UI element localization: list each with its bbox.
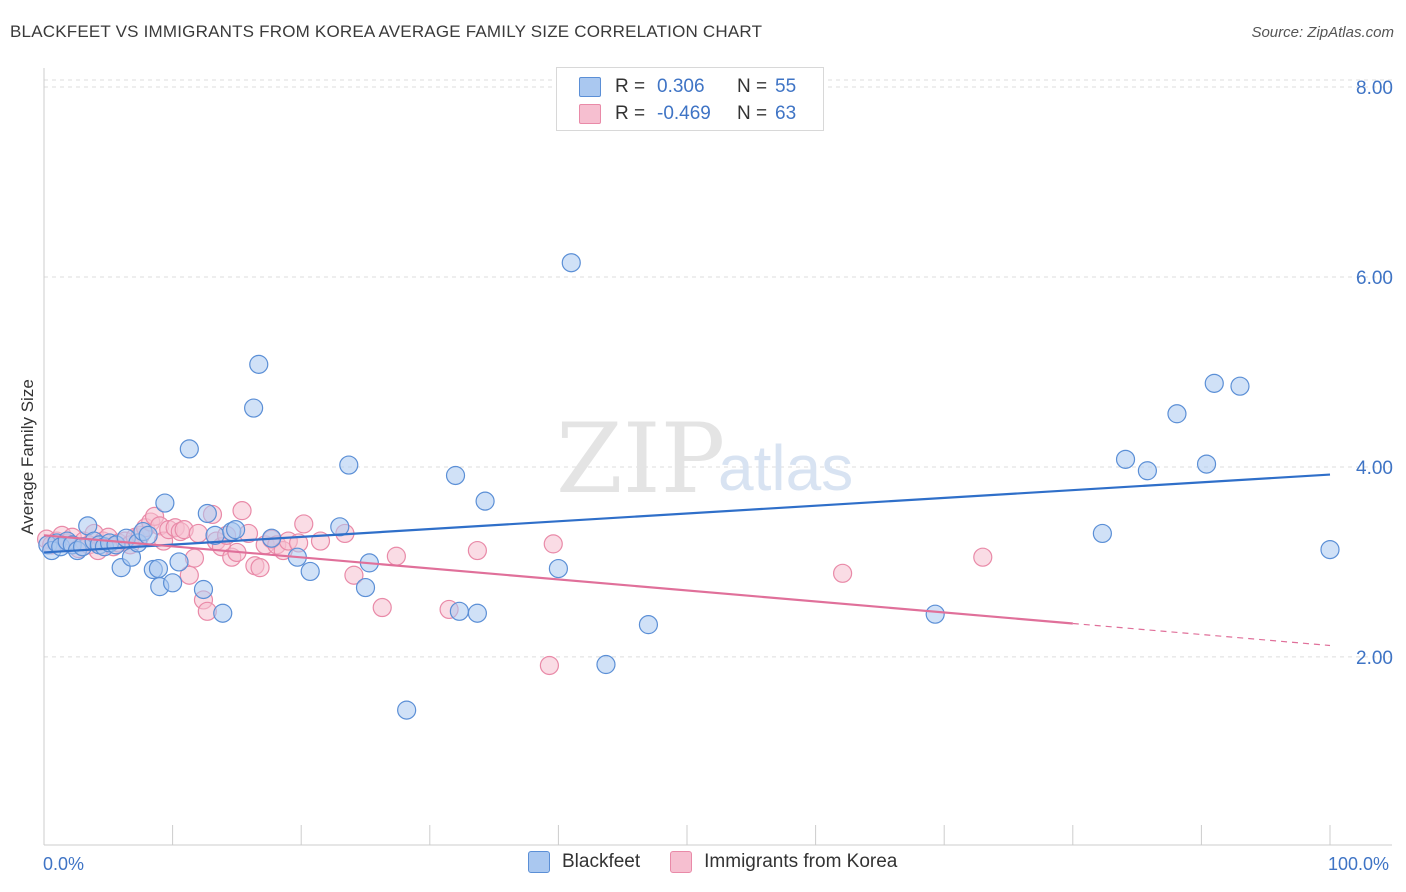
x-tick-label-max: 100.0%	[1328, 854, 1389, 874]
data-point	[155, 493, 175, 513]
data-point	[1115, 449, 1136, 469]
data-point	[249, 354, 269, 374]
data-point	[397, 700, 417, 720]
data-point	[372, 597, 392, 618]
legend-item-blackfeet: Blackfeet	[528, 851, 640, 873]
data-point	[548, 558, 569, 579]
y-axis-label: Average Family Size	[18, 379, 37, 535]
data-point	[232, 501, 252, 521]
legend-label-blackfeet: Blackfeet	[562, 851, 641, 872]
legend-r-value: 0.306	[657, 76, 705, 97]
chart-source: Source: ZipAtlas.com	[1251, 24, 1394, 41]
data-point	[193, 579, 214, 600]
y-tick-label: 6.00	[1356, 268, 1393, 289]
data-point	[1204, 373, 1224, 393]
data-point	[148, 558, 169, 579]
data-point	[226, 520, 246, 540]
trend-line-blackfeet	[43, 473, 1331, 554]
data-point	[179, 439, 199, 459]
data-point	[1230, 376, 1250, 396]
legend-n-label: N =	[737, 103, 768, 124]
axes	[43, 68, 1392, 846]
legend-label-korea: Immigrants from Korea	[704, 851, 898, 872]
data-point	[638, 615, 659, 635]
grid	[44, 79, 1392, 658]
watermark-atlas: atlas	[718, 432, 853, 504]
data-point	[833, 563, 853, 583]
data-point	[339, 455, 359, 475]
data-point	[543, 534, 563, 554]
data-point	[539, 655, 559, 676]
data-point	[445, 465, 466, 486]
legend-n-value: 55	[775, 76, 797, 97]
legend-n-value: 63	[775, 103, 797, 124]
legend-row-blackfeet: R = 0.306 N = 55	[579, 74, 796, 100]
y-tick-label: 8.00	[1356, 78, 1393, 99]
y-tick-labels: 2.00 4.00 6.00 8.00	[1356, 78, 1393, 669]
data-point	[925, 604, 945, 624]
data-point	[213, 603, 233, 623]
data-point	[1196, 454, 1217, 474]
data-point	[250, 558, 270, 578]
trend-line-korea-extension	[1072, 622, 1331, 647]
data-point	[1137, 461, 1157, 481]
data-point	[355, 577, 376, 598]
legend-n-label: N =	[737, 76, 768, 97]
data-point	[973, 547, 993, 567]
data-point	[169, 552, 189, 572]
legend-row-korea: R = -0.469 N = 63	[579, 101, 796, 127]
legend-swatch-korea	[579, 104, 601, 124]
legend-r-label: R =	[615, 76, 646, 97]
data-point	[449, 601, 469, 621]
data-point	[1092, 523, 1112, 544]
points-immigrants-from-korea	[36, 501, 993, 676]
legend-swatch-korea	[670, 851, 693, 873]
data-point	[1167, 404, 1187, 424]
data-point	[197, 503, 217, 524]
data-point	[467, 540, 487, 561]
x-tick-label-min: 0.0%	[43, 854, 84, 874]
series-legend: Blackfeet Immigrants from Korea	[528, 851, 927, 873]
data-point	[244, 398, 264, 418]
data-point	[188, 523, 208, 544]
correlation-legend: R = 0.306 N = 55 R = -0.469 N = 63	[556, 67, 824, 131]
trend-lines	[43, 473, 1331, 647]
trend-line-korea	[43, 534, 1073, 625]
data-point	[475, 491, 495, 511]
y-tick-label: 4.00	[1356, 458, 1393, 479]
data-point	[561, 253, 581, 273]
data-point	[294, 514, 314, 534]
legend-r-value: -0.469	[657, 103, 711, 124]
watermark-zip: ZIP	[556, 403, 725, 515]
x-ticks	[172, 825, 1331, 845]
legend-r-label: R =	[615, 103, 646, 124]
data-point	[330, 517, 350, 537]
data-point	[1320, 539, 1340, 560]
data-point	[386, 546, 406, 566]
data-point	[344, 565, 364, 585]
points-blackfeet	[38, 253, 1340, 720]
chart-title: BLACKFEET VS IMMIGRANTS FROM KOREA AVERA…	[10, 22, 763, 41]
data-point	[467, 603, 487, 623]
y-tick-label: 2.00	[1356, 648, 1393, 669]
data-point	[300, 561, 320, 582]
data-point	[138, 525, 158, 545]
legend-swatch-blackfeet	[579, 77, 601, 97]
data-point	[163, 573, 183, 593]
legend-swatch-blackfeet	[528, 851, 550, 873]
data-point	[596, 654, 616, 675]
legend-item-korea: Immigrants from Korea	[670, 851, 897, 873]
